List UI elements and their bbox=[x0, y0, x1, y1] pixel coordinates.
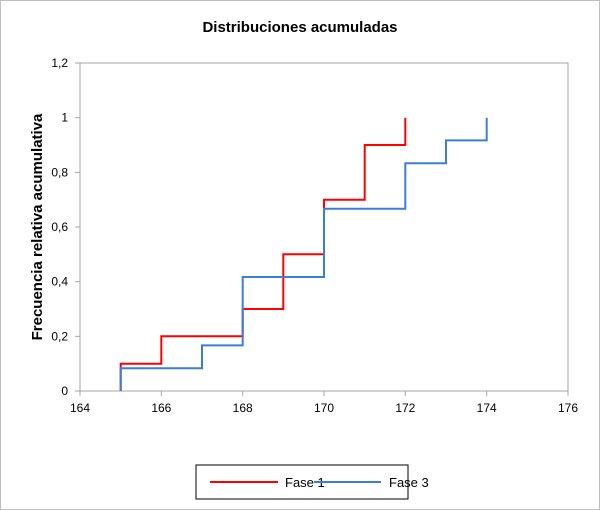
series-line-fase-3 bbox=[119, 117, 488, 391]
x-tick-label: 170 bbox=[314, 401, 334, 415]
y-tick-label: 1 bbox=[61, 111, 68, 125]
legend-label-fase-1: Fase 1 bbox=[285, 475, 325, 490]
legend-label-fase-3: Fase 3 bbox=[389, 475, 429, 490]
y-tick-label: 1,2 bbox=[51, 56, 68, 70]
chart-title: Distribuciones acumuladas bbox=[202, 19, 397, 36]
legend: Fase 1 Fase 3 bbox=[195, 464, 429, 500]
y-tick-label: 0,4 bbox=[51, 275, 68, 289]
y-tick-label: 0,8 bbox=[51, 165, 68, 179]
x-tick-label: 172 bbox=[395, 401, 415, 415]
series-group bbox=[119, 117, 488, 391]
x-tick-label: 176 bbox=[558, 401, 578, 415]
y-tick-label: 0,2 bbox=[51, 329, 68, 343]
x-tick-label: 174 bbox=[477, 401, 497, 415]
y-axis: 0 0,2 0,4 0,6 0,8 1 1,2 bbox=[51, 56, 80, 398]
x-axis: 164 166 168 170 172 174 176 bbox=[70, 391, 578, 415]
y-tick-label: 0 bbox=[61, 384, 68, 398]
series-line-fase-1 bbox=[119, 117, 407, 391]
x-tick-label: 166 bbox=[151, 401, 171, 415]
x-tick-label: 164 bbox=[70, 401, 90, 415]
y-tick-label: 0,6 bbox=[51, 220, 68, 234]
x-tick-label: 168 bbox=[233, 401, 253, 415]
y-axis-label: Frecuencia relativa acumulativa bbox=[29, 113, 46, 340]
